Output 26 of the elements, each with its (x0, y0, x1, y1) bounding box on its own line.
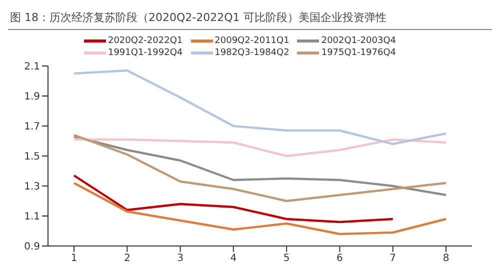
x-tick-label: 3 (177, 253, 184, 264)
x-tick-label: 7 (390, 253, 396, 264)
legend-label: 1991Q1-1992Q4 (108, 48, 183, 58)
legend-label: 2020Q2-2022Q1 (108, 36, 183, 46)
chart-title: 图 18：历次经济复苏阶段（2020Q2-2022Q1 可比阶段）美国企业投资弹性 (8, 8, 492, 30)
x-tick-label: 1 (70, 253, 78, 264)
y-tick-label: 1.9 (24, 92, 40, 103)
x-tick-label: 5 (283, 253, 290, 264)
legend-label: 2002Q1-2003Q4 (321, 36, 396, 46)
x-tick-label: 2 (124, 253, 130, 264)
y-tick-label: 1.3 (24, 182, 40, 193)
line-series (72, 174, 394, 224)
line-series (72, 69, 448, 146)
legend-label: 1982Q3-1984Q2 (214, 48, 290, 58)
x-tick-label: 8 (442, 253, 450, 264)
y-tick-label: 1.5 (24, 152, 40, 163)
legend-label: 2009Q2-2011Q1 (214, 36, 290, 46)
y-tick-label: 0.9 (24, 242, 40, 253)
y-tick-label: 1.1 (24, 212, 40, 223)
y-tick-label: 2.1 (24, 62, 40, 73)
line-series (72, 182, 448, 236)
y-tick-label: 1.7 (24, 122, 40, 133)
line-series (72, 138, 448, 158)
legend-label: 1975Q1-1976Q4 (321, 48, 396, 58)
x-tick-label: 4 (230, 253, 237, 264)
x-tick-label: 6 (336, 253, 343, 264)
